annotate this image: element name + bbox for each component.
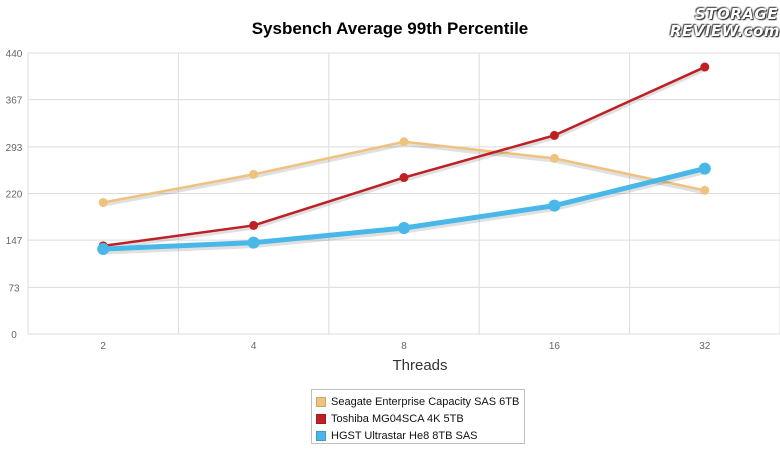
series-point-2 — [97, 243, 110, 256]
x-axis-label: Threads — [392, 357, 448, 374]
series-point-1 — [700, 62, 710, 72]
y-tick-label: 440 — [6, 49, 23, 60]
series-point-2 — [247, 236, 260, 249]
series-point-0 — [700, 185, 710, 195]
legend-label-hgst: HGST Ultrastar He8 8TB SAS — [331, 429, 478, 442]
series-point-1 — [399, 173, 409, 183]
y-tick-label: 73 — [8, 283, 20, 294]
series-point-0 — [549, 153, 559, 163]
series-point-2 — [398, 221, 410, 234]
series-point-0 — [249, 169, 259, 179]
y-tick-label: 293 — [6, 143, 23, 154]
y-tick-label: 367 — [6, 96, 23, 107]
series-point-1 — [549, 130, 559, 140]
storagereview-logo: STORAGE REVIEW.com — [670, 5, 780, 40]
legend-swatch-hgst — [316, 430, 326, 441]
y-tick-label: 147 — [6, 236, 23, 247]
legend-swatch-seagate — [316, 396, 326, 407]
chart-title: Sysbench Average 99th Percentile — [251, 19, 529, 38]
legend-item-toshiba[interactable]: Toshiba MG04SCA 4K 5TB — [316, 410, 524, 427]
x-tick-label: 32 — [699, 341, 711, 352]
logo-line-1: STORAGE — [694, 5, 778, 23]
series-line-1 — [101, 65, 707, 248]
x-tick-label: 16 — [549, 341, 561, 352]
x-tick-label: 4 — [251, 341, 257, 352]
x-tick-label: 8 — [401, 341, 407, 352]
legend: Seagate Enterprise Capacity SAS 6TB Tosh… — [311, 389, 525, 444]
legend-item-hgst[interactable]: HGST Ultrastar He8 8TB SAS — [316, 427, 524, 444]
series-line-shadow — [100, 168, 708, 255]
logo-line-2: REVIEW.com — [670, 22, 780, 40]
legend-swatch-toshiba — [316, 413, 326, 424]
x-tick-label: 2 — [100, 341, 106, 352]
legend-item-seagate[interactable]: Seagate Enterprise Capacity SAS 6TB — [316, 393, 524, 410]
series-point-0 — [399, 137, 409, 147]
series-line-shadow — [101, 67, 707, 251]
y-tick-label: 0 — [11, 330, 17, 341]
legend-label-seagate: Seagate Enterprise Capacity SAS 6TB — [331, 395, 520, 408]
legend-label-toshiba: Toshiba MG04SCA 4K 5TB — [331, 412, 464, 425]
series-point-2 — [698, 162, 711, 175]
series-point-2 — [548, 199, 561, 212]
y-tick-label: 220 — [6, 190, 23, 201]
series-point-0 — [98, 197, 108, 207]
series-point-1 — [249, 220, 259, 230]
